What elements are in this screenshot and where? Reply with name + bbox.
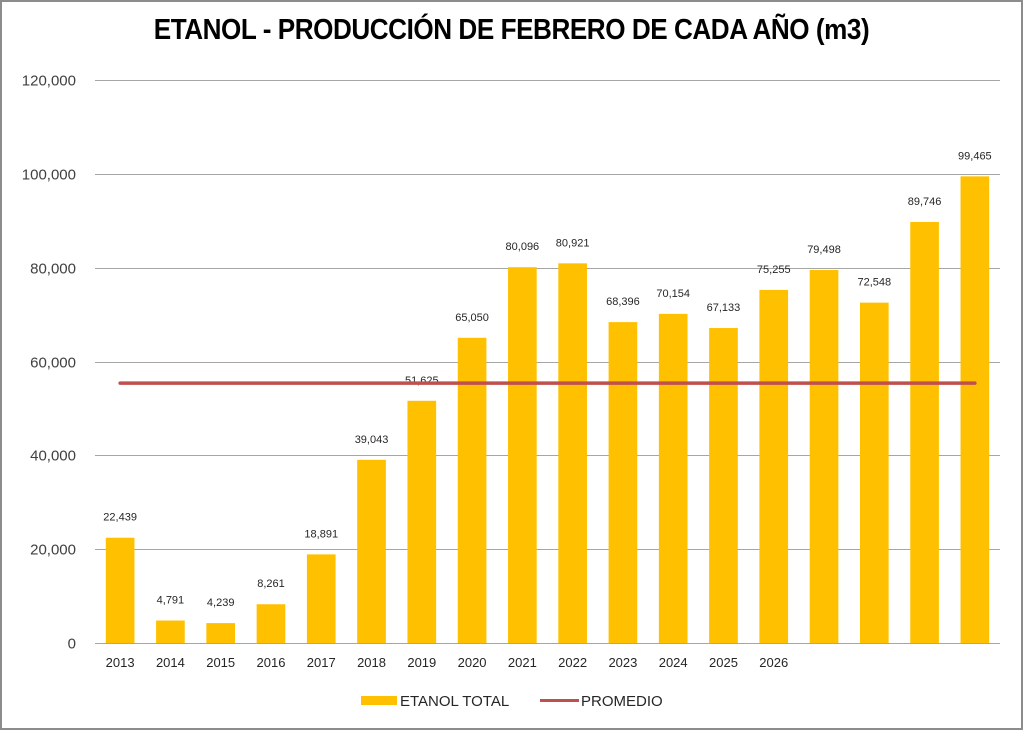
y-axis-ticks: 0 20,000 40,000 60,000 80,000 100,000 120,000	[22, 73, 76, 653]
x-tick-label: 2016	[257, 655, 286, 670]
x-tick-label: 2020	[458, 655, 487, 670]
data-label: 68,396	[606, 296, 640, 308]
x-tick-label: 2026	[759, 655, 788, 670]
y-tick-label: 40,000	[30, 448, 76, 465]
data-label: 4,791	[157, 595, 185, 607]
data-label: 99,465	[958, 150, 992, 162]
bar	[759, 289, 789, 643]
bar	[859, 302, 889, 643]
bar	[357, 459, 386, 643]
data-label: 80,096	[506, 241, 540, 253]
data-label: 79,498	[807, 244, 841, 256]
x-tick-label: 2021	[508, 655, 537, 670]
data-labels: 22,439 4,791 4,239 8,261 18,891 39,043 51,625 6…	[103, 150, 991, 609]
x-tick-label: 2022	[558, 655, 587, 670]
data-label: 89,746	[908, 196, 942, 208]
y-tick-label: 120,000	[22, 73, 76, 90]
data-label: 67,133	[707, 302, 741, 314]
bar	[457, 337, 487, 643]
data-label: 51,625	[405, 375, 439, 387]
bar	[608, 322, 638, 643]
bars	[105, 176, 990, 643]
data-label: 75,255	[757, 264, 791, 276]
data-label: 22,439	[103, 512, 137, 524]
x-axis-ticks: 2013 2014 2015 2016 2017 2018 2019 2020 2021 2022…	[106, 655, 789, 670]
data-label: 80,921	[556, 237, 590, 249]
y-tick-label: 80,000	[30, 261, 76, 278]
bar	[658, 313, 688, 643]
data-label: 70,154	[656, 288, 690, 300]
bar	[508, 267, 537, 643]
x-tick-label: 2017	[307, 655, 336, 670]
y-tick-label: 20,000	[30, 542, 76, 559]
legend-label-promedio: PROMEDIO	[581, 693, 663, 710]
bar	[256, 604, 286, 643]
y-tick-label: 0	[68, 636, 76, 653]
y-tick-label: 60,000	[30, 355, 76, 372]
chart-title: ETANOL - PRODUCCIÓN DE FEBRERO DE CADA A…	[153, 14, 870, 46]
bar	[809, 270, 839, 643]
x-tick-label: 2018	[357, 655, 386, 670]
data-label: 72,548	[857, 277, 891, 289]
data-label: 39,043	[355, 434, 389, 446]
x-tick-label: 2023	[608, 655, 637, 670]
bar	[206, 623, 236, 643]
x-tick-label: 2015	[206, 655, 235, 670]
x-tick-label: 2014	[156, 655, 185, 670]
x-tick-label: 2019	[407, 655, 436, 670]
data-label: 8,261	[257, 578, 285, 590]
bar	[910, 221, 939, 643]
x-tick-label: 2013	[106, 655, 135, 670]
data-label: 65,050	[455, 312, 489, 324]
data-label: 4,239	[207, 597, 235, 609]
x-tick-label: 2025	[709, 655, 738, 670]
data-label: 18,891	[304, 528, 338, 540]
legend-label-etanol-total: ETANOL TOTAL	[400, 693, 509, 710]
x-tick-label: 2024	[659, 655, 688, 670]
bar	[558, 263, 587, 643]
gridlines	[95, 80, 1000, 644]
bar	[709, 328, 738, 643]
bar	[960, 176, 990, 643]
bar	[407, 400, 437, 643]
bar	[156, 620, 185, 643]
bar	[306, 554, 336, 643]
legend: ETANOL TOTAL PROMEDIO	[361, 693, 663, 710]
y-tick-label: 100,000	[22, 167, 76, 184]
legend-swatch-etanol-total	[361, 696, 397, 705]
bar	[105, 537, 135, 643]
